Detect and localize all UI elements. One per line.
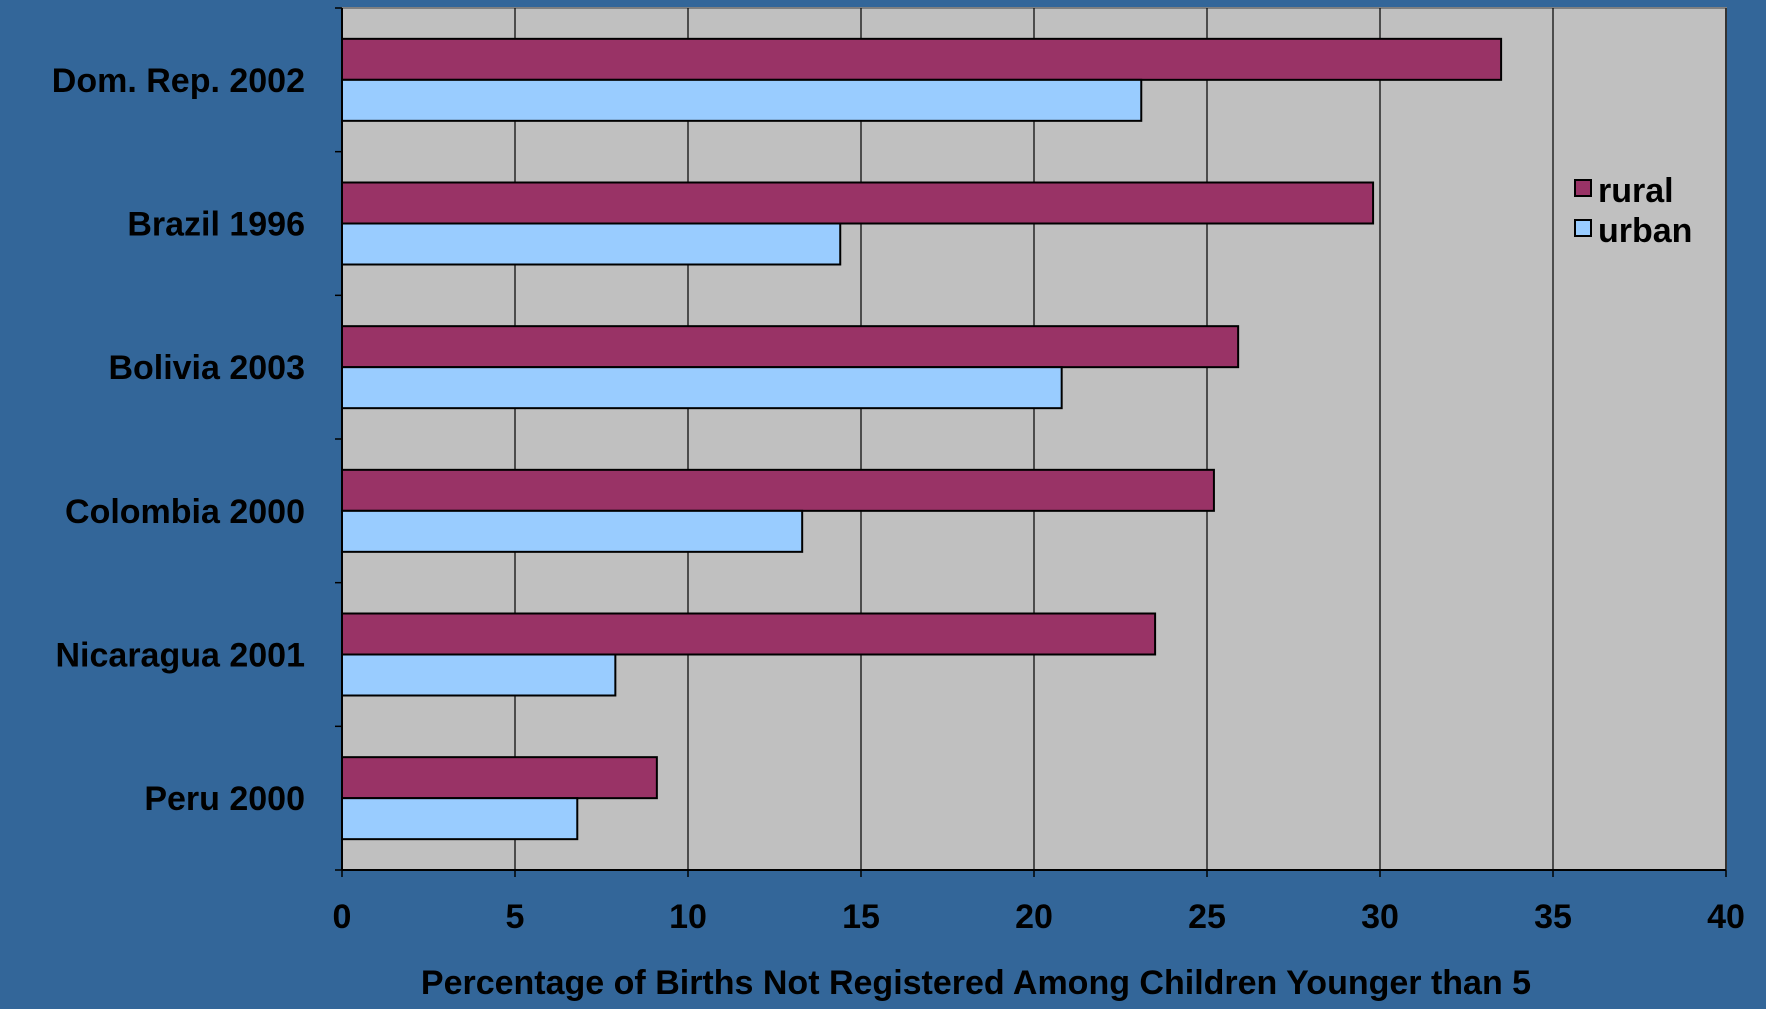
bar-rural	[341, 756, 658, 800]
bar-urban	[341, 509, 804, 553]
category-label: Bolivia 2003	[108, 349, 305, 387]
category-label: Brazil 1996	[127, 206, 305, 244]
bars	[341, 37, 1503, 841]
bar-rural	[341, 37, 1503, 81]
legend-label-rural: rural	[1598, 172, 1674, 210]
x-tick-label: 30	[1361, 898, 1399, 936]
bar-rural	[341, 325, 1240, 369]
x-tick-label: 15	[842, 898, 880, 936]
bar-rural	[341, 181, 1375, 225]
category-label: Dom. Rep. 2002	[52, 62, 305, 100]
category-label: Peru 2000	[144, 780, 305, 818]
x-tick-label: 5	[506, 898, 525, 936]
bar-urban	[341, 366, 1063, 410]
category-label: Nicaragua 2001	[56, 637, 306, 675]
x-tick-label: 10	[669, 898, 707, 936]
bar-urban	[341, 653, 617, 697]
gridlines	[514, 8, 1727, 870]
legend-swatch-urban	[1574, 219, 1592, 237]
x-axis-title: Percentage of Births Not Registered Amon…	[421, 964, 1531, 1002]
legend-label-urban: urban	[1598, 212, 1692, 250]
bar-rural	[341, 468, 1215, 512]
category-label: Colombia 2000	[65, 493, 305, 531]
x-tick-label: 0	[333, 898, 352, 936]
bar-rural	[341, 612, 1157, 656]
legend-swatch-rural	[1574, 179, 1592, 197]
x-tick-label: 20	[1015, 898, 1053, 936]
bar-urban	[341, 78, 1143, 122]
x-tick-label: 40	[1707, 898, 1745, 936]
bar-urban	[341, 797, 579, 841]
axes	[335, 7, 1727, 877]
x-tick-label: 35	[1534, 898, 1572, 936]
bar-urban	[341, 222, 842, 266]
labels: 0 5 10 15 20 25 30 35 40 Dom. Rep. 2002 Brazil 199…	[52, 62, 1745, 936]
x-tick-label: 25	[1188, 898, 1226, 936]
